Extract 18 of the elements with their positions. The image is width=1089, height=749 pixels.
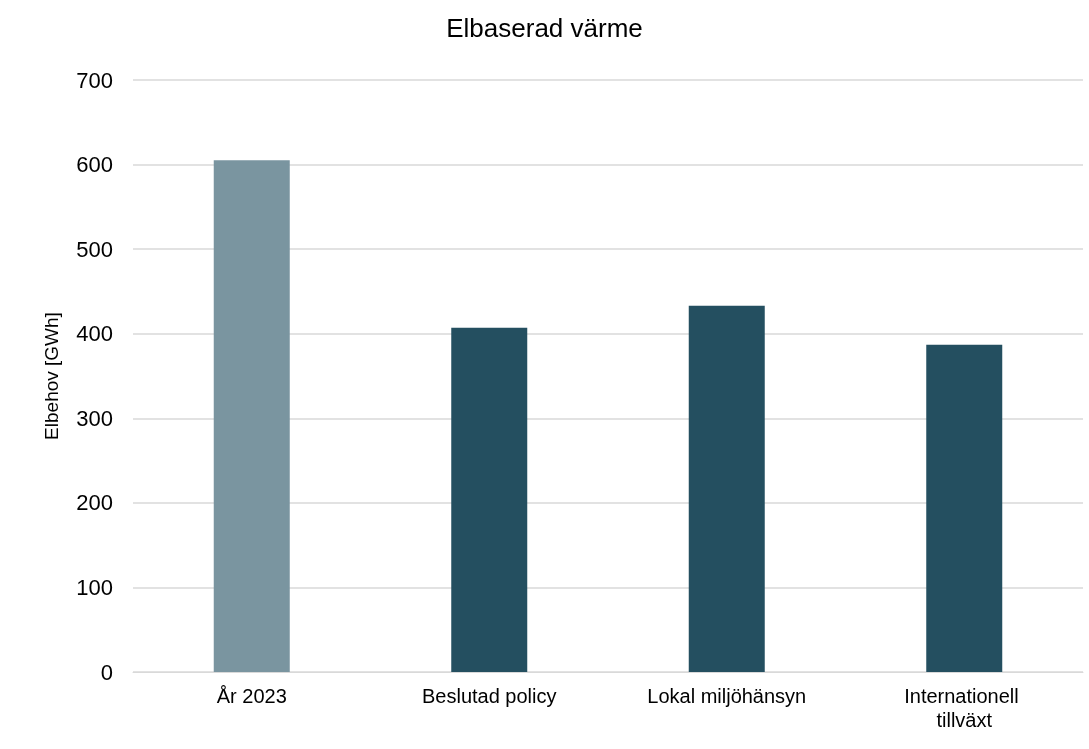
y-tick-label: 400: [76, 321, 113, 347]
y-tick-label: 200: [76, 490, 113, 516]
y-tick-label: 700: [76, 67, 113, 93]
bar: [213, 160, 290, 672]
x-tick-label: År 2023: [216, 685, 287, 707]
bar: [688, 305, 765, 672]
bar: [926, 344, 1003, 672]
y-tick-label: 500: [76, 236, 113, 262]
chart-title: Elbaserad värme: [446, 13, 643, 43]
x-tick-label: Lokal miljöhänsyn: [647, 685, 807, 707]
y-tick-label: 600: [76, 152, 113, 178]
x-tick-label: Beslutad policy: [421, 685, 557, 707]
y-tick-label: 300: [76, 405, 113, 431]
y-tick-label: 100: [76, 574, 113, 600]
x-tick-label: Internationell tillväxt: [904, 685, 1025, 731]
y-tick-label: 0: [100, 659, 113, 685]
bar: [451, 327, 528, 672]
y-axis-title: Elbehov [GWh]: [41, 312, 62, 440]
